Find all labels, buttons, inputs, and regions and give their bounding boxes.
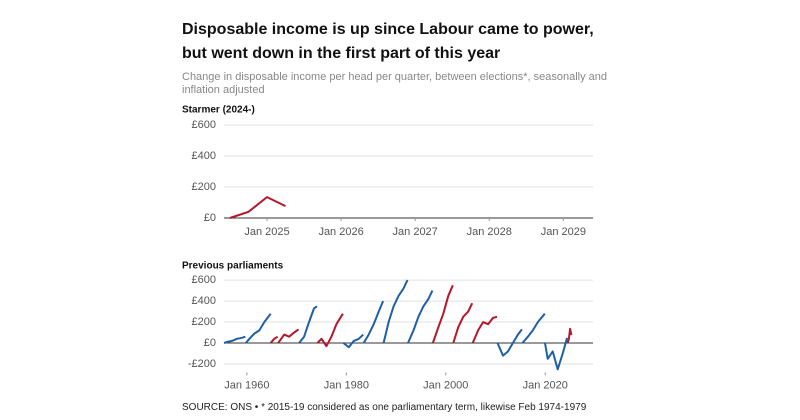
line <box>223 335 246 344</box>
line <box>471 315 498 344</box>
y-tick-label: £600 <box>192 119 216 131</box>
y-tick-label: £200 <box>192 181 216 193</box>
line <box>566 327 573 344</box>
x-tick-label: Jan 2025 <box>244 226 289 238</box>
y-tick-label: £0 <box>204 212 216 224</box>
line <box>544 337 569 371</box>
line <box>431 284 454 344</box>
line <box>362 300 385 344</box>
y-tick-label: £0 <box>204 337 216 349</box>
line <box>316 313 344 348</box>
subtitle: Change in disposable income per head per… <box>182 71 608 96</box>
line <box>382 279 409 344</box>
x-tick-label: Jan 1980 <box>324 379 369 391</box>
line <box>229 196 286 219</box>
line <box>407 290 434 344</box>
y-tick-label: -£200 <box>188 358 216 370</box>
chart: Starmer (2024-) £0 £200 £400 £600 Jan 2025 Jan… <box>182 105 593 391</box>
x-tick-label: Jan 1960 <box>224 379 269 391</box>
x-tick-label: Jan 2029 <box>541 226 586 238</box>
panel-title: Previous parliaments <box>182 261 284 272</box>
x-tick-label: Jan 2026 <box>318 226 363 238</box>
panel-title: Starmer (2024-) <box>182 105 255 116</box>
line <box>269 335 279 344</box>
line <box>298 305 318 344</box>
y-tick-label: £200 <box>192 316 216 328</box>
line <box>496 328 523 357</box>
line <box>245 313 272 344</box>
x-tick-label: Jan 2028 <box>467 226 512 238</box>
line <box>521 313 546 344</box>
source: SOURCE: ONS • * 2015-19 considered as on… <box>182 402 587 413</box>
x-tick-label: Jan 2027 <box>393 226 438 238</box>
y-tick-label: £400 <box>192 150 216 162</box>
line <box>277 328 300 344</box>
x-tick-label: Jan 2020 <box>523 379 568 391</box>
title: Disposable income is up since Labour cam… <box>182 21 594 62</box>
line <box>342 333 364 349</box>
y-tick-label: £400 <box>192 295 216 307</box>
line <box>452 302 474 344</box>
x-tick-label: Jan 2000 <box>423 379 468 391</box>
y-tick-label: £600 <box>192 274 216 286</box>
